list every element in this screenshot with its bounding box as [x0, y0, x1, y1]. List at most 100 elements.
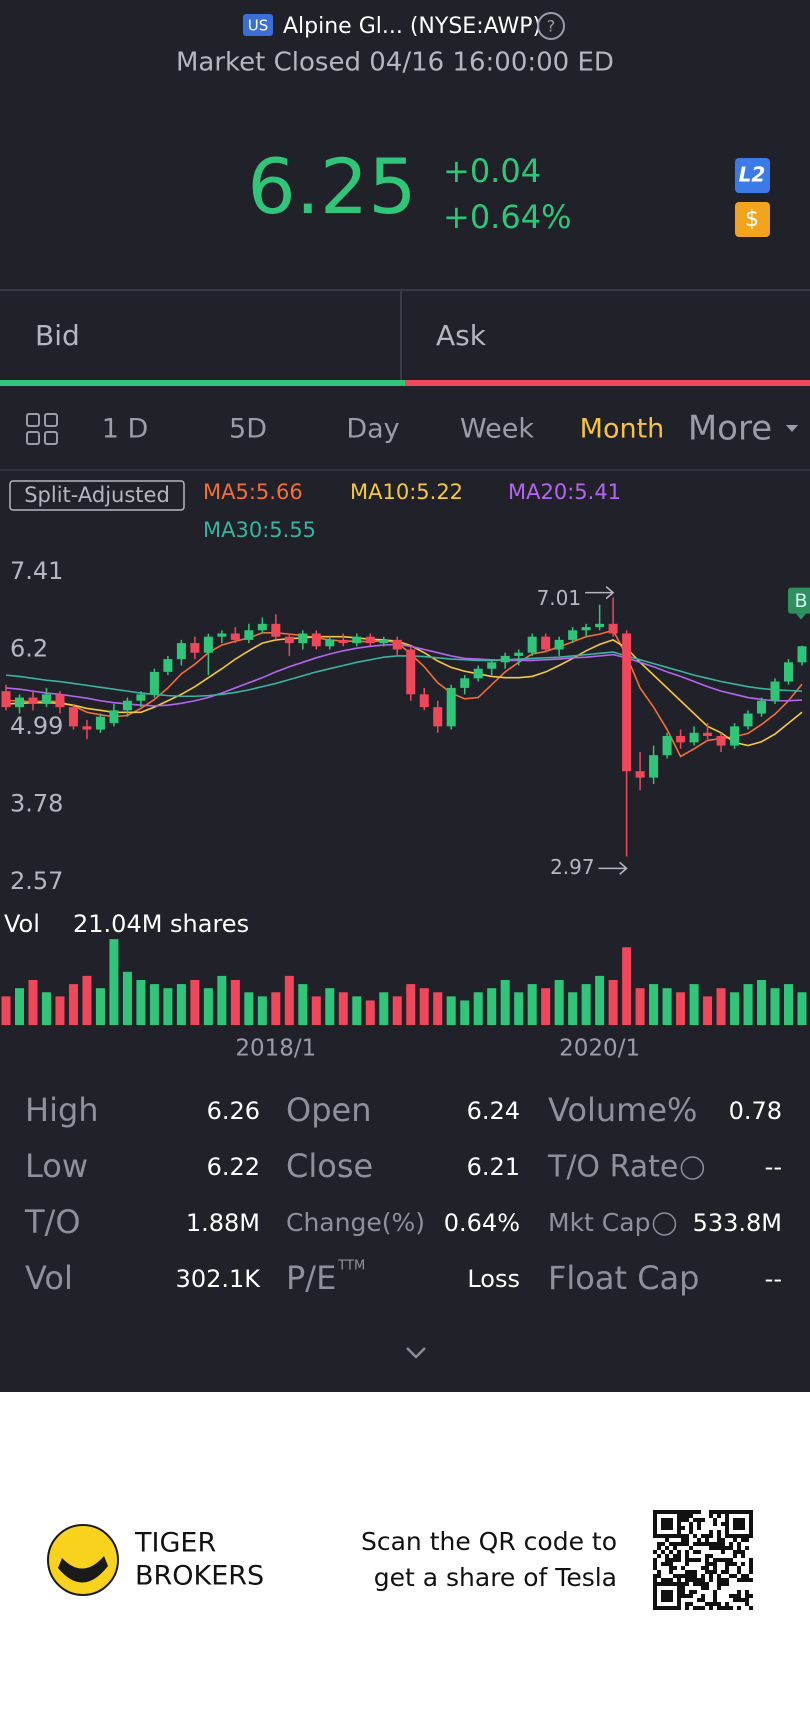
x-tick-label: 2020/1 — [559, 1036, 640, 1062]
qr-module — [673, 1574, 677, 1578]
qr-module — [653, 1562, 657, 1566]
qr-module — [669, 1558, 673, 1562]
candle-body — [163, 659, 173, 672]
qr-module — [745, 1534, 749, 1538]
qr-module — [709, 1542, 713, 1546]
last-price: 6.25 — [247, 142, 416, 231]
timeframe-tab[interactable]: 1 D — [102, 414, 149, 445]
qr-module — [681, 1514, 685, 1518]
qr-module — [737, 1566, 741, 1570]
l2-badge-text: L2 — [739, 163, 766, 187]
qr-module — [689, 1558, 693, 1562]
qr-module — [681, 1590, 685, 1594]
l2-badge[interactable] — [735, 158, 770, 193]
timeframe-tab[interactable]: Day — [346, 414, 399, 445]
qr-module — [689, 1514, 693, 1518]
volume-label: 21.04M shares — [73, 910, 249, 938]
qr-module — [721, 1606, 725, 1610]
volume-bar — [554, 980, 564, 1025]
expand-chevron[interactable] — [406, 1347, 426, 1359]
volume-bar — [649, 984, 659, 1025]
adjust-box[interactable] — [9, 480, 185, 511]
qr-module — [749, 1526, 753, 1530]
x-tick-label: 2018/1 — [235, 1036, 316, 1062]
qr-module — [741, 1574, 745, 1578]
qr-module — [709, 1574, 713, 1578]
y-tick-label: 4.99 — [10, 712, 63, 740]
volume-bar — [28, 980, 38, 1025]
qr-module — [697, 1582, 701, 1586]
qr-module — [677, 1554, 681, 1558]
candle-body — [703, 732, 713, 736]
qr-module — [669, 1582, 673, 1586]
qr-module — [741, 1518, 745, 1522]
volume-bar — [703, 996, 713, 1025]
volume-bar — [136, 980, 146, 1025]
candle-body — [28, 697, 38, 704]
stat-value: 1.88M — [186, 1209, 260, 1237]
qr-module — [705, 1602, 709, 1606]
qr-module — [725, 1582, 729, 1586]
volume-bar — [595, 975, 605, 1025]
ma-line — [5, 635, 803, 747]
qr-module — [713, 1546, 717, 1550]
qr-module — [733, 1574, 737, 1578]
stat-label: Vol — [25, 1259, 73, 1297]
stat-value: 533.8M — [693, 1209, 782, 1237]
qr-module — [673, 1558, 677, 1562]
dollar-badge[interactable] — [735, 202, 770, 237]
qr-module — [665, 1518, 669, 1522]
qr-module — [665, 1562, 669, 1566]
qr-module — [697, 1526, 701, 1530]
qr-module — [673, 1546, 677, 1550]
candle-body — [244, 630, 254, 640]
qr-module — [665, 1594, 669, 1598]
y-tick-label: 3.78 — [10, 790, 63, 818]
qr-module — [673, 1510, 677, 1514]
qr-module — [749, 1530, 753, 1534]
volume-bar — [163, 988, 173, 1025]
volume-bar — [392, 996, 402, 1025]
qr-module — [677, 1522, 681, 1526]
qr-module — [681, 1510, 685, 1514]
volume-bar — [68, 984, 78, 1025]
qr-module — [741, 1534, 745, 1538]
candle-body — [649, 755, 659, 778]
qr-module — [737, 1534, 741, 1538]
qr-module — [725, 1578, 729, 1582]
info-icon[interactable] — [652, 1212, 677, 1236]
qr-module — [709, 1546, 713, 1550]
info-icon[interactable] — [680, 1156, 705, 1180]
qr-module — [669, 1566, 673, 1570]
qr-module — [729, 1510, 733, 1514]
candle-body — [689, 732, 699, 743]
qr-module — [729, 1574, 733, 1578]
qr-module — [689, 1602, 693, 1606]
timeframe-tab[interactable]: 5D — [229, 414, 267, 445]
qr-module — [685, 1578, 689, 1582]
qr-module — [653, 1526, 657, 1530]
candle-body — [608, 623, 618, 634]
qr-module — [709, 1534, 713, 1538]
layout-icon[interactable] — [26, 413, 58, 445]
qr-module — [689, 1574, 693, 1578]
candle-body — [136, 694, 146, 701]
timeframe-tab[interactable]: Month — [580, 414, 665, 445]
market-badge — [243, 14, 273, 36]
qr-module — [681, 1534, 685, 1538]
timeframe-tab[interactable]: Week — [460, 414, 534, 445]
help-icon[interactable] — [537, 12, 565, 40]
volume-bar — [419, 988, 429, 1025]
timeframe-tab[interactable]: More — [688, 409, 772, 449]
qr-module — [713, 1510, 717, 1514]
qr-module — [693, 1518, 697, 1522]
candle-body — [190, 643, 200, 653]
qr-module — [733, 1518, 737, 1522]
qr-module — [653, 1602, 657, 1606]
qr-module — [685, 1606, 689, 1610]
qr-module — [677, 1518, 681, 1522]
qr-module — [725, 1530, 729, 1534]
candle-body — [419, 694, 429, 708]
qr-module — [677, 1510, 681, 1514]
qr-module — [685, 1510, 689, 1514]
